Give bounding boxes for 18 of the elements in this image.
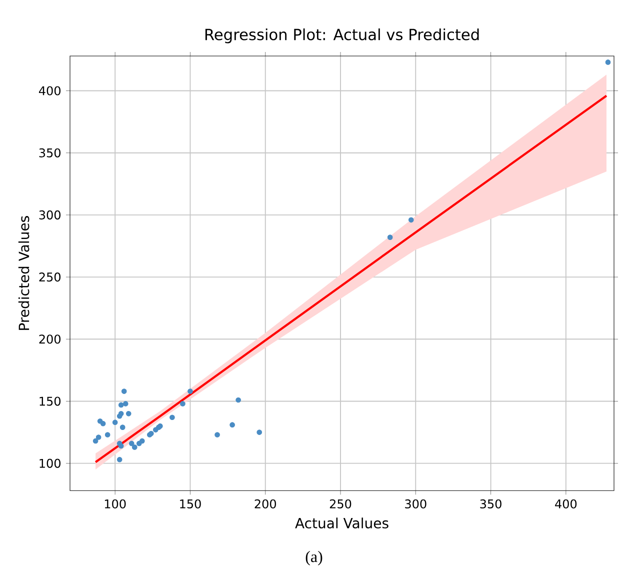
x-tick-label: 250 (330, 499, 352, 508)
x-tick-label: 400 (555, 499, 577, 508)
y-tick-label: 250 (39, 272, 60, 282)
x-tick-label: 150 (180, 499, 201, 508)
x-tick-label: 350 (480, 499, 502, 508)
y-tick-label: 100 (40, 458, 60, 468)
x-axis-title: Actual Values (295, 518, 388, 528)
y-tick-label: 400 (38, 86, 60, 96)
x-tick-label: 200 (254, 499, 276, 508)
y-tick-label: 300 (39, 210, 60, 220)
chart-title: Regression Plot: Actual vs Predicted (205, 28, 479, 44)
x-tick-label: 300 (405, 499, 426, 508)
x-tick-label: 100 (104, 499, 126, 508)
y-tick-label: 200 (39, 334, 60, 344)
y-tick-label: 150 (40, 396, 60, 406)
text: (a) (306, 550, 322, 566)
y-axis-title: Predicted Values (18, 216, 30, 330)
y-tick-label: 350 (39, 148, 60, 158)
